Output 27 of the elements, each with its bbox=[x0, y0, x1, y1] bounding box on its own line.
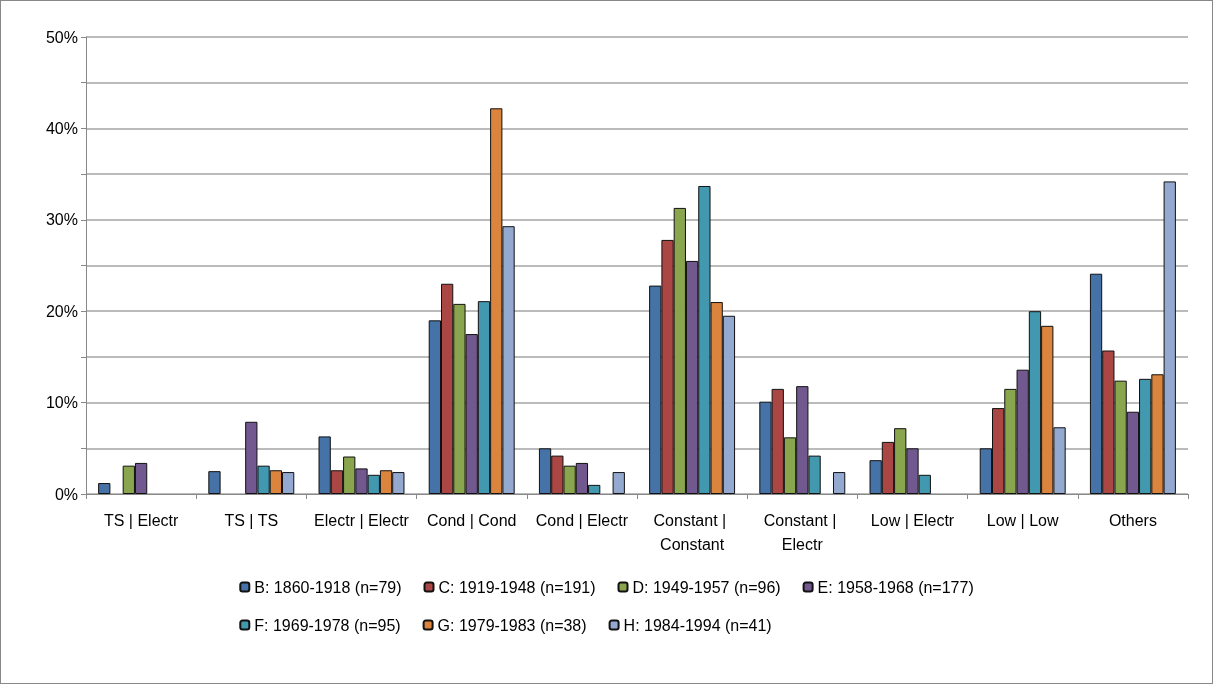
bar bbox=[612, 472, 625, 494]
x-tick-label: Electr | Electr bbox=[314, 511, 410, 529]
x-tick-label: Cond | Electr bbox=[535, 511, 629, 529]
legend-label: H: 1984-1994 (n=41) bbox=[623, 616, 772, 634]
bar bbox=[98, 483, 111, 494]
y-tick-label: 30% bbox=[45, 211, 78, 229]
x-tick-label: TS | Electr bbox=[103, 511, 179, 529]
x-tick-label: Constant | Constant bbox=[653, 511, 731, 553]
y-tick-label: 20% bbox=[45, 302, 78, 320]
legend-label: D: 1949-1957 (n=96) bbox=[632, 578, 781, 596]
y-tick-label: 40% bbox=[45, 119, 78, 137]
bar bbox=[208, 471, 221, 494]
x-tick-label: Constant | Electr bbox=[763, 511, 841, 553]
x-tick-label: TS | TS bbox=[224, 511, 279, 529]
legend-label: E: 1958-1968 (n=177) bbox=[817, 578, 974, 596]
x-tick-label: Cond | Cond bbox=[426, 511, 517, 529]
legend-label: C: 1919-1948 (n=191) bbox=[438, 578, 596, 596]
x-tick-label: Others bbox=[1108, 511, 1157, 529]
legend-label: G: 1979-1983 (n=38) bbox=[437, 616, 587, 634]
bar bbox=[833, 472, 846, 494]
legend-label: F: 1969-1978 (n=95) bbox=[254, 616, 401, 634]
y-tick-label: 50% bbox=[45, 28, 78, 46]
x-tick-label: Low | Low bbox=[986, 511, 1060, 529]
x-tick-label: Low | Electr bbox=[870, 511, 955, 529]
y-tick-label: 10% bbox=[45, 394, 78, 412]
legend-label: B: 1860-1918 (n=79) bbox=[254, 578, 402, 596]
y-tick-label: 0% bbox=[54, 485, 78, 503]
